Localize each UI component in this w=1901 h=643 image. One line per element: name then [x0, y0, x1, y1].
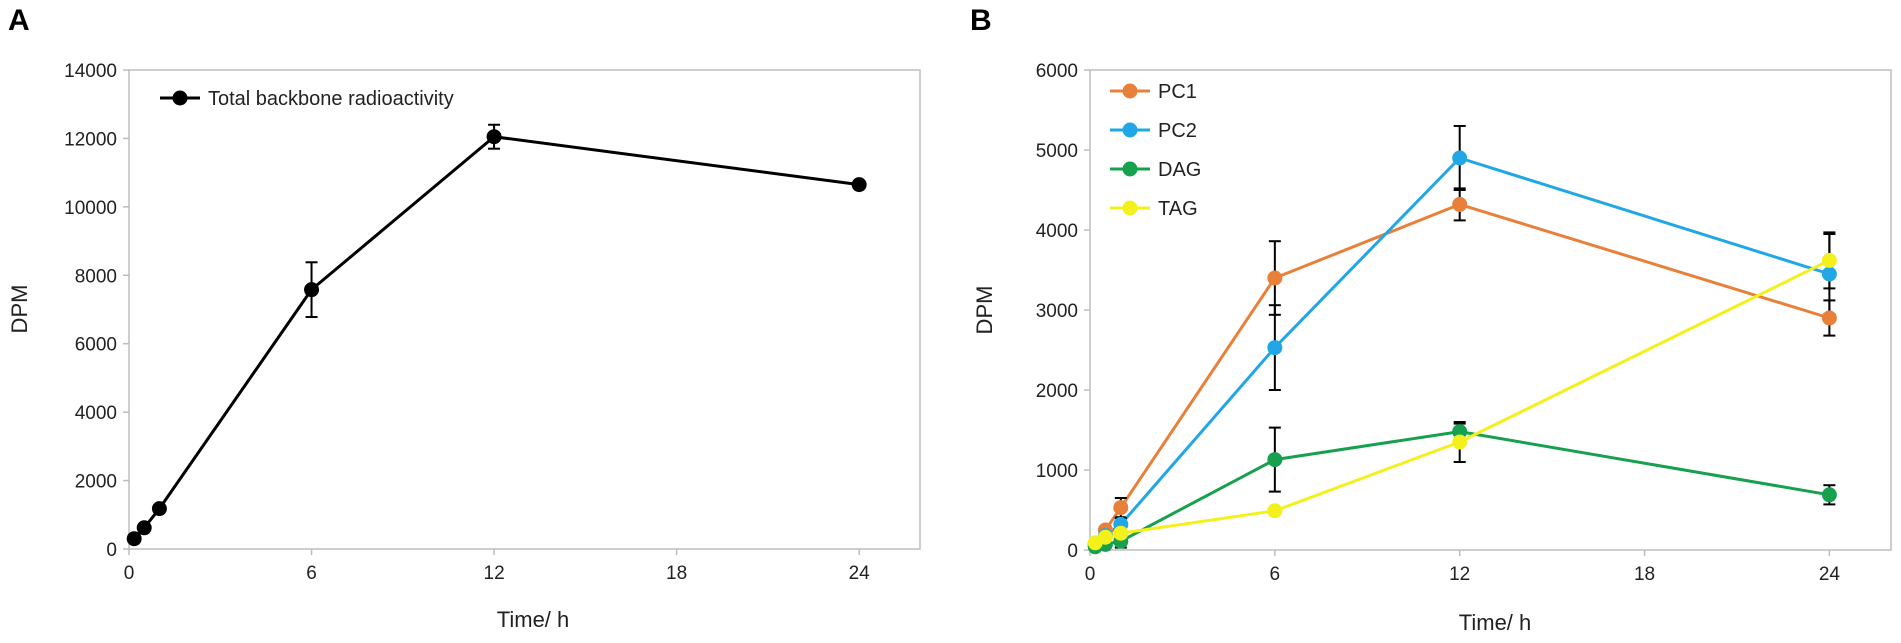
- panel-a-legend-swatch-marker: [172, 90, 188, 106]
- panel-a-data-point-total-backbone-radioactivity: [851, 177, 867, 193]
- panel-b-data-point-pc1: [1113, 500, 1129, 516]
- panel-a-data-point-total-backbone-radioactivity: [304, 282, 320, 298]
- panel-a-data-point-total-backbone-radioactivity: [486, 129, 502, 145]
- panel-a-y-tick-label: 8000: [75, 266, 117, 287]
- panel-b-marks: [1087, 125, 1837, 555]
- panel-b-data-point-pc1: [1821, 310, 1837, 326]
- panel-b-y-tick-label: 4000: [1036, 221, 1078, 242]
- panel-b-x-tick-label: 12: [1449, 564, 1470, 585]
- panel-a-data-point-total-backbone-radioactivity: [151, 501, 167, 517]
- panel-b-data-point-tag: [1267, 503, 1283, 519]
- panel-b-legend: PC1 PC2 DAG TAG: [1110, 81, 1201, 220]
- panel-b-x-label: Time/ h: [1459, 610, 1532, 635]
- chart-panel-b: B 0 6 12 18 24 0 1000 2000 3000 4000 5000 6000 PC1…: [970, 4, 1892, 635]
- panel-a-y-tick-label: 10000: [64, 198, 117, 219]
- panel-b-y-tick-label: 6000: [1036, 61, 1078, 82]
- panel-b-x-tick-label: 6: [1270, 564, 1281, 585]
- panel-b-data-point-dag: [1267, 452, 1283, 468]
- panel-a-legend: Total backbone radioactivity: [160, 88, 454, 110]
- panel-b-legend-swatch-marker: [1122, 122, 1138, 138]
- panel-a-y-tick-label: 0: [106, 540, 117, 561]
- panel-b-y-tick-label: 0: [1067, 541, 1078, 562]
- panel-b-legend-label: PC2: [1158, 120, 1197, 142]
- panel-b-legend-label: PC1: [1158, 81, 1197, 103]
- panel-a-y-tick-label: 2000: [75, 472, 117, 493]
- panel-b-legend-item: DAG: [1110, 159, 1201, 181]
- panel-a-legend-item: Total backbone radioactivity: [160, 88, 454, 110]
- panel-b-data-point-pc1: [1267, 270, 1283, 286]
- panel-b-legend-swatch-marker: [1122, 200, 1138, 216]
- panel-b-data-point-pc2: [1452, 150, 1468, 166]
- panel-b-legend-swatch-marker: [1122, 83, 1138, 99]
- panel-a-y-tick-label: 12000: [64, 129, 117, 150]
- panel-b-data-point-tag: [1097, 529, 1113, 545]
- panel-a-y-label: DPM: [7, 285, 32, 334]
- panel-b-legend-item: PC2: [1110, 120, 1197, 142]
- panel-b-y-tick-label: 3000: [1036, 301, 1078, 322]
- panel-b-x-tick-label: 0: [1085, 564, 1096, 585]
- panel-b-legend-label: DAG: [1158, 159, 1201, 181]
- panel-b-data-point-dag: [1821, 487, 1837, 503]
- panel-b-x-tick-label: 18: [1634, 564, 1655, 585]
- panel-a-x-label: Time/ h: [497, 607, 570, 632]
- panel-b-x-ticks: 0 6 12 18 24: [1085, 550, 1841, 585]
- panel-a-x-tick-label: 0: [124, 563, 135, 584]
- panel-a-x-tick-label: 6: [306, 563, 317, 584]
- panel-b-legend-item: TAG: [1110, 198, 1198, 220]
- panel-a-data-point-total-backbone-radioactivity: [136, 520, 152, 536]
- panel-b-data-point-dag: [1452, 424, 1468, 440]
- chart-panel-a: A 0 6 12 18 24 0 2000 4000 6000 8000 10000 12000 14…: [7, 4, 921, 632]
- panel-a-marks: [126, 123, 867, 547]
- panel-a-x-tick-label: 18: [666, 563, 687, 584]
- panel-b-legend-label: TAG: [1158, 198, 1198, 220]
- panel-b-data-point-tag: [1452, 434, 1468, 450]
- panel-b-legend-item: PC1: [1110, 81, 1197, 103]
- panel-b-x-tick-label: 24: [1819, 564, 1841, 585]
- panel-b-y-ticks: 0 1000 2000 3000 4000 5000 6000: [1036, 61, 1090, 562]
- panel-b-y-tick-label: 5000: [1036, 141, 1078, 162]
- panel-b-data-point-pc1: [1452, 196, 1468, 212]
- panel-b-data-point-tag: [1821, 252, 1837, 268]
- panel-a-y-tick-label: 6000: [75, 335, 117, 356]
- panel-a-letter: A: [8, 4, 30, 37]
- panel-b-y-label: DPM: [972, 286, 997, 335]
- panel-a-plot-frame: [128, 69, 921, 550]
- panel-a-x-tick-label: 12: [484, 563, 505, 584]
- panel-a-legend-label: Total backbone radioactivity: [208, 88, 454, 110]
- panel-b-data-point-pc2: [1267, 340, 1283, 356]
- panel-b-data-point-pc2: [1821, 266, 1837, 282]
- panel-a-y-tick-label: 4000: [75, 403, 117, 424]
- panel-b-legend-swatch-marker: [1122, 161, 1138, 177]
- panel-a-x-tick-label: 24: [849, 563, 871, 584]
- panel-a-y-ticks: 0 2000 4000 6000 8000 10000 12000 14000: [64, 61, 129, 561]
- panel-b-y-tick-label: 2000: [1036, 381, 1078, 402]
- panel-b-y-tick-label: 1000: [1036, 461, 1078, 482]
- panel-a-x-ticks: 0 6 12 18 24: [124, 549, 870, 584]
- panel-b-letter: B: [970, 4, 992, 37]
- panel-b-data-point-tag: [1113, 525, 1129, 541]
- panel-a-y-tick-label: 14000: [64, 61, 117, 82]
- panel-a-data-point-total-backbone-radioactivity: [126, 531, 142, 547]
